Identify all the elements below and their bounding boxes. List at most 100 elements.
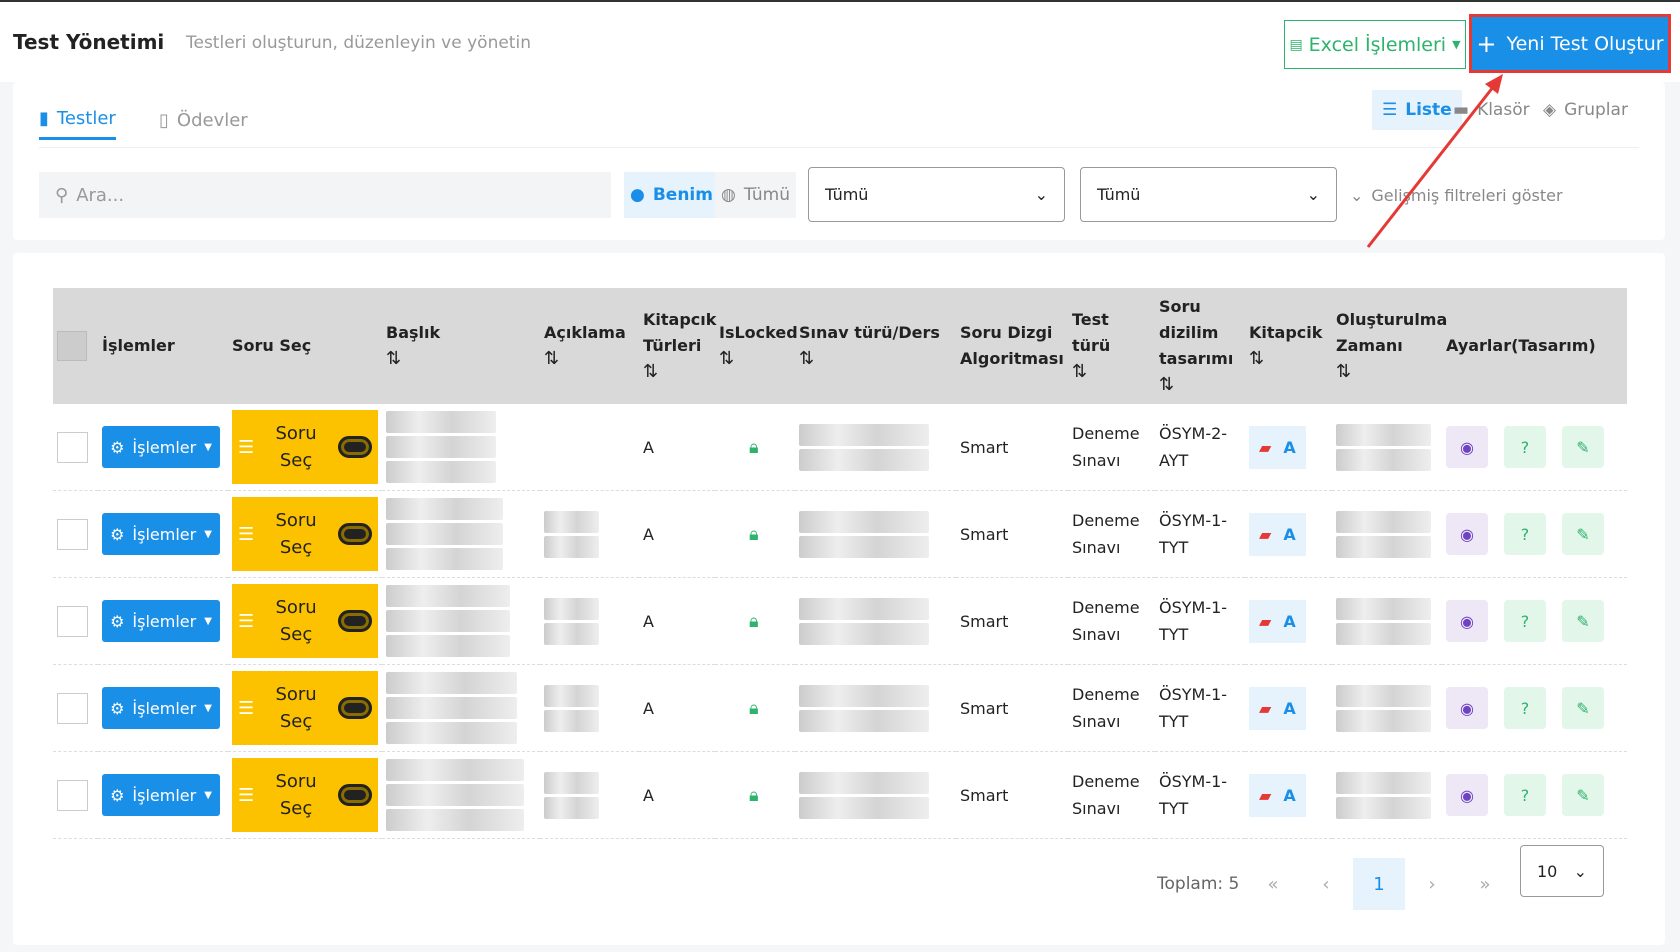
owner-toggle[interactable]: ◍ Tümü (715, 172, 797, 218)
cell (53, 664, 98, 752)
cell: A (639, 404, 715, 491)
view-mode[interactable]: ▬ Klasör (1453, 100, 1530, 120)
select-questions-button[interactable]: ☰ Soru Seç (232, 671, 378, 745)
test-type: Deneme Sınavı (1072, 511, 1140, 557)
gear-icon: ⚙ (110, 785, 125, 805)
help-button[interactable]: ? (1504, 687, 1546, 729)
booklet-badge: ▰ A (1249, 512, 1306, 556)
cell: ☰ Soru Seç (228, 751, 382, 839)
select[interactable]: Tümü ⌄ (808, 167, 1065, 222)
booklet: A (1283, 437, 1296, 457)
blurred-text (1336, 597, 1431, 620)
actions-button[interactable]: ⚙ İşlemler ▼ (102, 426, 220, 468)
checkbox[interactable] (57, 518, 88, 550)
view-mode[interactable]: ◈ Gruplar (1543, 100, 1628, 120)
blurred-text (1336, 535, 1431, 558)
view-label: Liste (1405, 100, 1452, 120)
select-questions-button[interactable]: ☰ Soru Seç (232, 410, 378, 484)
checkbox[interactable] (57, 779, 88, 811)
next-page[interactable]: › (1428, 873, 1436, 895)
checkbox[interactable] (57, 431, 88, 463)
checkbox[interactable] (57, 605, 88, 637)
column-label: Soru Dizgi Algoritması (960, 323, 1064, 368)
booklet-types: A (643, 785, 654, 805)
edit-button[interactable]: ✎ (1562, 513, 1604, 555)
cell: Deneme Sınavı (1068, 751, 1155, 839)
tab[interactable]: ▮ Testler (39, 100, 116, 140)
prev-page[interactable]: ‹ (1322, 873, 1330, 895)
cell: ⚙ İşlemler ▼ (98, 490, 228, 578)
select-questions-button[interactable]: ☰ Soru Seç (232, 584, 378, 658)
tab[interactable]: ▯ Ödevler (159, 109, 248, 131)
column-header: Soru dizilim tasarımı ⇅ (1155, 288, 1245, 404)
column-label: Ayarlar(Tasarım) (1446, 336, 1596, 355)
actions-button[interactable]: ⚙ İşlemler ▼ (102, 600, 220, 642)
checkbox[interactable] (57, 692, 88, 724)
preview-button[interactable]: ◉ (1446, 513, 1488, 555)
cell (795, 577, 956, 665)
column-label: Sınav türü/Ders (799, 323, 940, 342)
actions-label: İşlemler (132, 611, 197, 631)
list-icon: ☰ (238, 784, 255, 806)
blurred-text (386, 610, 510, 632)
edit-button[interactable]: ✎ (1562, 774, 1604, 816)
blurred-text (386, 498, 503, 520)
select-questions-button[interactable]: ☰ Soru Seç (232, 758, 378, 832)
cell (1332, 404, 1442, 491)
caret: ▼ (204, 528, 212, 540)
cell: ▰ A (1245, 490, 1332, 578)
column-label: Kitapcık Türleri (643, 310, 717, 355)
cell (540, 664, 639, 752)
column-header: Başlık ⇅ (382, 288, 540, 404)
table-row: ⚙ İşlemler ▼ ☰ Soru Seç A 🔒︎ Smart Deneme Sınavı… (53, 664, 1627, 752)
blurred-text (799, 771, 929, 794)
preview-button[interactable]: ◉ (1446, 426, 1488, 468)
column-header: IsLocked ⇅ (715, 288, 798, 404)
toggle (337, 523, 372, 545)
cell: ÖSYM-1-TYT (1155, 664, 1245, 752)
cell: 🔒︎ (715, 404, 795, 491)
list-icon: ☰ (238, 436, 255, 458)
last-page[interactable]: » (1479, 873, 1491, 895)
help-button[interactable]: ? (1504, 513, 1546, 555)
preview-button[interactable]: ◉ (1446, 687, 1488, 729)
actions-button[interactable]: ⚙ İşlemler ▼ (102, 774, 220, 816)
page-size[interactable]: 10 ⌄ (1520, 845, 1604, 897)
blurred-text (799, 684, 929, 707)
edit-button[interactable]: ✎ (1562, 600, 1604, 642)
cell: ÖSYM-1-TYT (1155, 577, 1245, 665)
search-box[interactable]: ⚲ Ara... (39, 172, 611, 218)
algorithm: Smart (960, 698, 1009, 718)
help-button[interactable]: ? (1504, 426, 1546, 468)
edit-button[interactable]: ✎ (1562, 426, 1604, 468)
blurred-text (386, 548, 503, 570)
edit-button[interactable]: ✎ (1562, 687, 1604, 729)
cell: ⚙ İşlemler ▼ (98, 664, 228, 752)
algorithm: Smart (960, 437, 1009, 457)
column-header: Açıklama ⇅ (540, 288, 639, 404)
booklet-badge: ▰ A (1249, 599, 1306, 643)
excel-button[interactable]: ▤ Excel İşlemleri ▼ (1284, 20, 1466, 69)
advanced-filters[interactable]: ⌄ Gelişmiş filtreleri göster (1350, 185, 1563, 205)
cell: ☰ Soru Seç (228, 404, 382, 491)
cell: Deneme Sınavı (1068, 577, 1155, 665)
search-placeholder: Ara... (76, 184, 125, 206)
column-label: İşlemler (102, 336, 175, 355)
actions-button[interactable]: ⚙ İşlemler ▼ (102, 513, 220, 555)
preview-button[interactable]: ◉ (1446, 774, 1488, 816)
actions-button[interactable]: ⚙ İşlemler ▼ (102, 687, 220, 729)
filter-card: ▮ Testler ▯ Ödevler ☰ Liste ▬ Klasör ◈ Grupla… (13, 82, 1665, 240)
new-test-button[interactable]: + Yeni Test Oluştur (1469, 14, 1671, 73)
first-page[interactable]: « (1267, 873, 1279, 895)
view-mode[interactable]: ☰ Liste (1372, 90, 1462, 130)
select[interactable]: Tümü ⌄ (1080, 167, 1337, 222)
page-size-value: 10 (1537, 861, 1558, 881)
help-button[interactable]: ? (1504, 600, 1546, 642)
help-button[interactable]: ? (1504, 774, 1546, 816)
preview-button[interactable]: ◉ (1446, 600, 1488, 642)
cell: 🔒︎ (715, 577, 795, 665)
owner-toggle[interactable]: ● Benim (624, 172, 719, 218)
page-button[interactable]: 1 (1353, 858, 1405, 910)
select-questions-button[interactable]: ☰ Soru Seç (232, 497, 378, 571)
